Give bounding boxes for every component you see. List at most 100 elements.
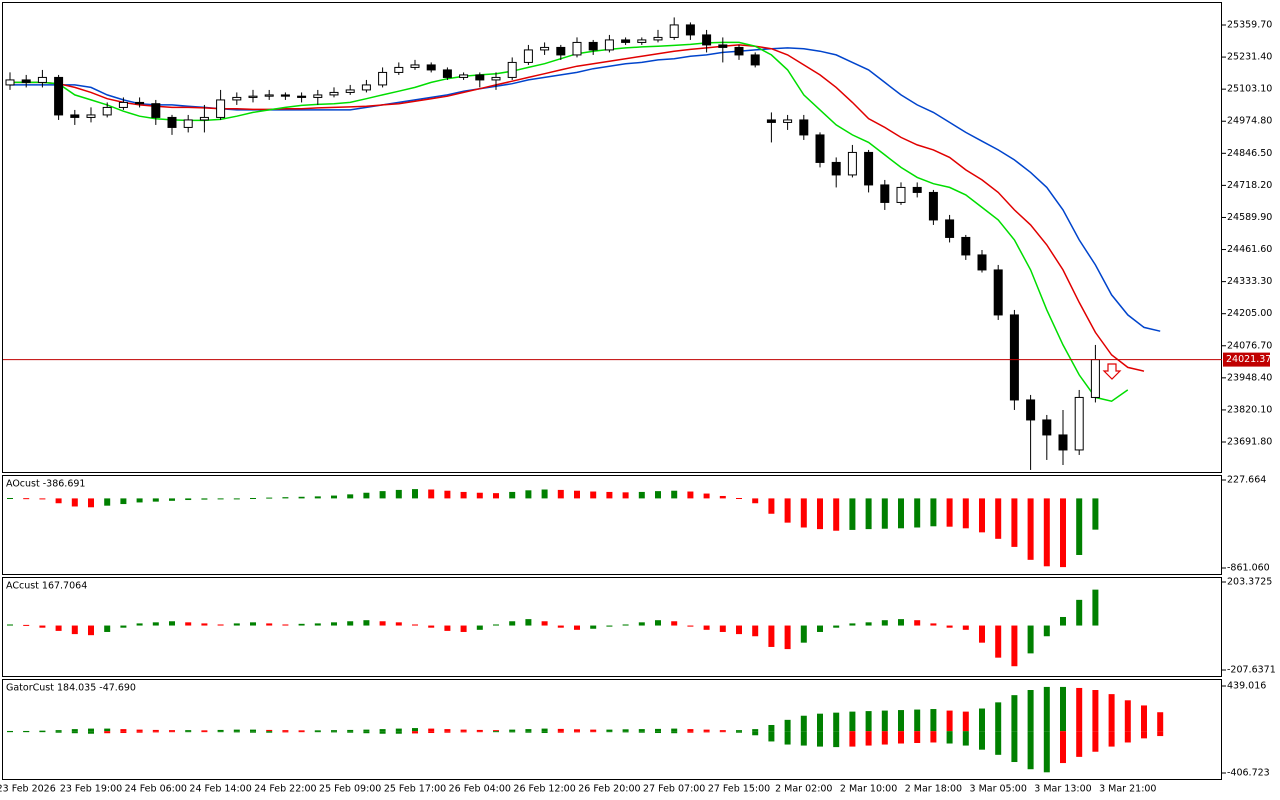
gator-bar	[946, 710, 953, 732]
gator-bar	[736, 731, 742, 733]
y-tick-label: 24589.90	[1227, 212, 1272, 223]
y-tick-label: 24076.70	[1227, 340, 1272, 351]
histogram-bar	[493, 624, 499, 626]
gator-bar	[363, 731, 370, 734]
gator-bar	[7, 731, 13, 733]
histogram-bar	[1011, 625, 1018, 667]
gator-bar	[250, 731, 256, 733]
gator-bar	[768, 731, 775, 742]
histogram-bar	[833, 625, 840, 628]
histogram-bar	[71, 625, 78, 635]
candle-body	[1026, 399, 1036, 421]
histogram-bar	[266, 623, 273, 626]
gator-bar	[169, 730, 175, 732]
candle-body	[475, 74, 485, 81]
candle-body	[604, 39, 614, 51]
gator-bar	[1011, 695, 1018, 732]
candle-body	[1058, 434, 1068, 451]
gator-bar	[898, 710, 904, 732]
gator-bar	[1060, 686, 1066, 732]
histogram-bar	[314, 623, 321, 626]
histogram-bar	[752, 625, 759, 637]
histogram-bar	[817, 625, 823, 632]
candle-body	[86, 114, 96, 118]
gator-bar	[574, 731, 580, 733]
histogram-bar	[1076, 599, 1083, 626]
candle-body	[896, 186, 906, 203]
histogram-bar	[703, 493, 710, 499]
gator-bar	[395, 728, 402, 732]
indicator-title: AOcust -386.691	[6, 479, 85, 490]
candle-body	[1074, 396, 1084, 451]
histogram-bar	[233, 623, 240, 626]
gator-bar	[638, 729, 645, 732]
gator-bar	[1092, 731, 1099, 752]
histogram-bar	[347, 621, 354, 626]
gator-bar	[412, 728, 418, 732]
gator-bar	[995, 702, 1002, 732]
gator-bar	[104, 728, 111, 732]
gator-bar	[525, 731, 532, 733]
gator-bar	[979, 708, 985, 732]
candle-body	[1090, 359, 1100, 398]
gator-bar	[687, 729, 694, 732]
gator-bar	[671, 731, 678, 734]
candle-body	[459, 74, 469, 78]
histogram-bar	[55, 625, 62, 631]
gator-bar	[331, 730, 337, 732]
candle-body	[167, 116, 177, 128]
gator-bar	[55, 731, 62, 733]
gator-bar	[460, 731, 467, 733]
histogram-bar	[655, 620, 661, 626]
histogram-bar	[201, 623, 208, 626]
x-tick-label: 3 Mar 13:00	[1034, 784, 1091, 795]
gator-bar	[88, 728, 94, 732]
histogram-bar	[622, 624, 629, 626]
histogram-bar	[719, 495, 726, 499]
histogram-bar	[979, 625, 985, 643]
gator-bar	[460, 729, 467, 732]
gator-bar	[428, 731, 435, 734]
histogram-bar	[622, 492, 629, 499]
candle-body	[5, 79, 15, 86]
gator-bar	[865, 731, 872, 746]
histogram-bar	[120, 498, 127, 505]
gator-bar	[655, 731, 661, 734]
gator-bar	[347, 729, 354, 732]
alligator-line	[10, 41, 1129, 403]
histogram-bar	[266, 497, 273, 499]
histogram-bar	[39, 625, 46, 628]
histogram-bar	[655, 491, 661, 499]
histogram-bar	[1011, 498, 1018, 547]
candle-body	[216, 99, 226, 118]
gator-bar	[314, 731, 321, 733]
histogram-bar	[152, 622, 159, 626]
candle-body	[37, 76, 47, 83]
histogram-bar	[363, 620, 370, 626]
histogram-bar	[379, 491, 386, 499]
histogram-bar	[201, 498, 208, 500]
gator-bar	[1108, 694, 1115, 732]
histogram-bar	[638, 622, 645, 626]
gator-bar	[1092, 690, 1099, 732]
gator-bar	[719, 731, 726, 733]
last-price-label: 24021.37	[1226, 354, 1271, 365]
y-tick-label: -207.6371	[1227, 665, 1276, 676]
candle-body	[361, 84, 371, 91]
histogram-bar	[914, 620, 921, 626]
histogram-bar	[898, 619, 904, 626]
histogram-bar	[898, 498, 904, 529]
gator-bar	[250, 729, 256, 732]
indicator-title: ACcust 167.7064	[6, 581, 87, 592]
histogram-bar	[962, 498, 969, 529]
histogram-bar	[719, 625, 726, 632]
histogram-bar	[687, 491, 694, 499]
gator-bar	[541, 731, 548, 734]
y-tick-label: 23948.40	[1227, 372, 1272, 383]
candle-body	[394, 66, 404, 73]
gator-bar	[169, 731, 175, 733]
ao-panel-frame	[2, 475, 1222, 575]
y-tick-label: 439.016	[1227, 680, 1266, 691]
gator-bar	[1124, 731, 1131, 743]
